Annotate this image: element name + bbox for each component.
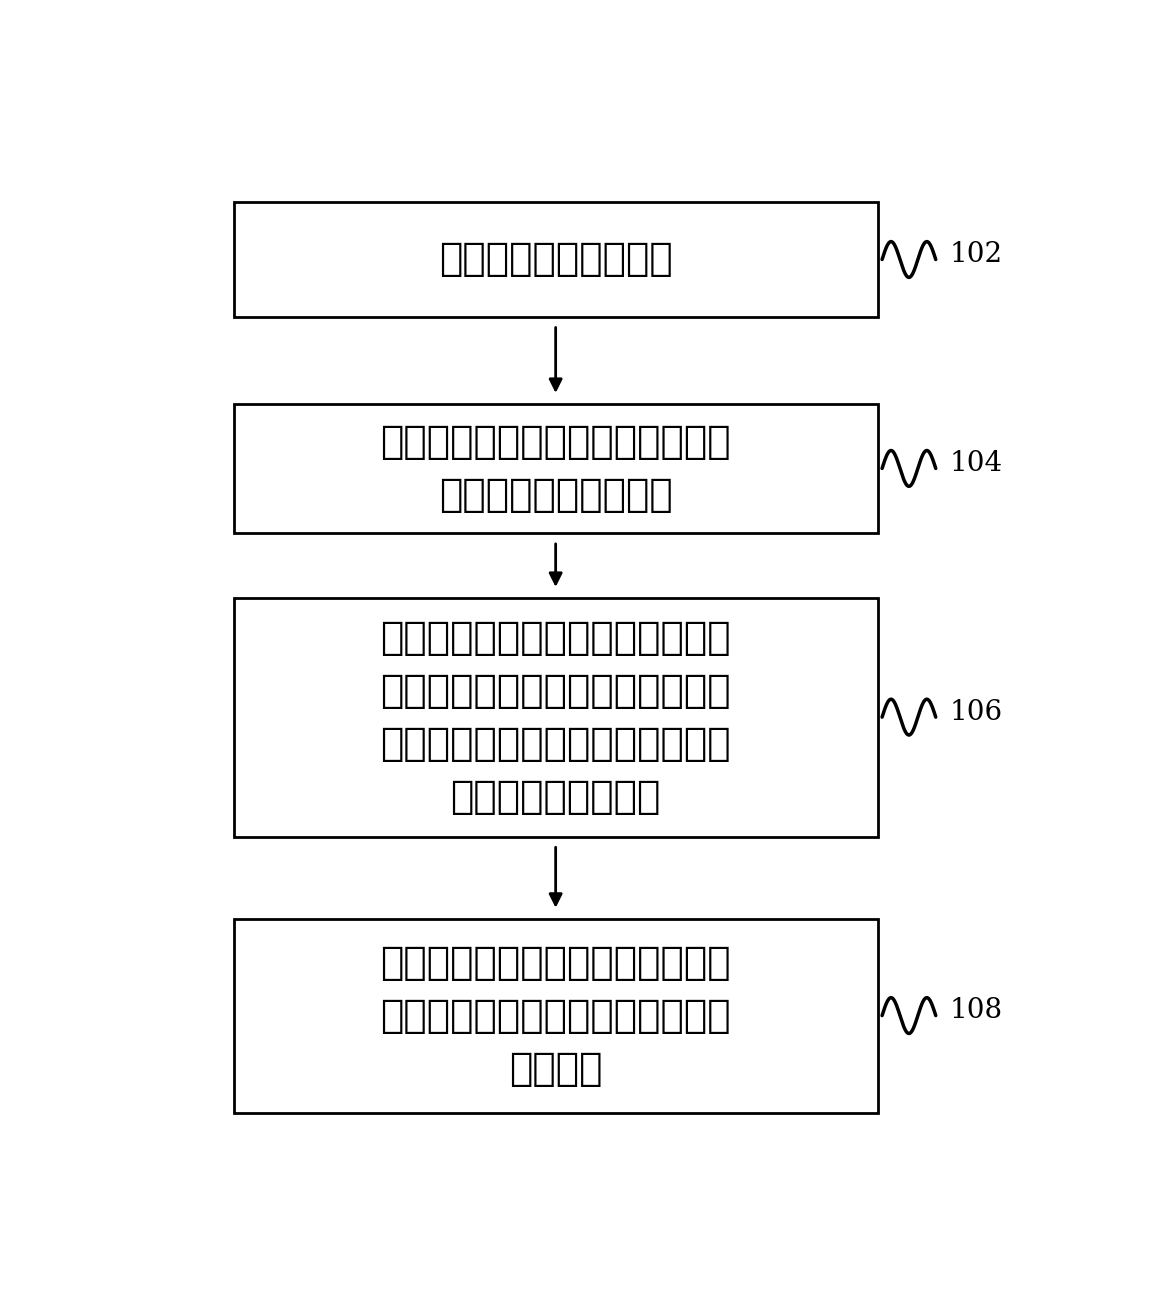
Text: 接收需求响应请求信号: 接收需求响应请求信号 bbox=[439, 240, 673, 279]
Text: 106: 106 bbox=[950, 699, 1003, 726]
Bar bbox=[234, 203, 878, 317]
Text: 102: 102 bbox=[950, 242, 1003, 267]
Text: 根据所述需求响应请求信号和所述
充电站的需求响应量执行需求响应
算法，所述需求响应算法包括增负
荷算法和减负荷算法: 根据所述需求响应请求信号和所述 充电站的需求响应量执行需求响应 算法，所述需求响… bbox=[381, 619, 730, 815]
Text: 104: 104 bbox=[950, 450, 1003, 477]
Bar bbox=[234, 598, 878, 836]
Text: 根据所述需求响应算法的输出充电
功率控制指令至所述储能系统和所
述充电桩: 根据所述需求响应算法的输出充电 功率控制指令至所述储能系统和所 述充电桩 bbox=[381, 943, 730, 1088]
Bar bbox=[234, 919, 878, 1112]
Text: 108: 108 bbox=[950, 997, 1003, 1025]
Text: 根据所述需求响应请求信号检测所
述充电站的需求响应量: 根据所述需求响应请求信号检测所 述充电站的需求响应量 bbox=[381, 422, 730, 514]
Bar bbox=[234, 403, 878, 534]
